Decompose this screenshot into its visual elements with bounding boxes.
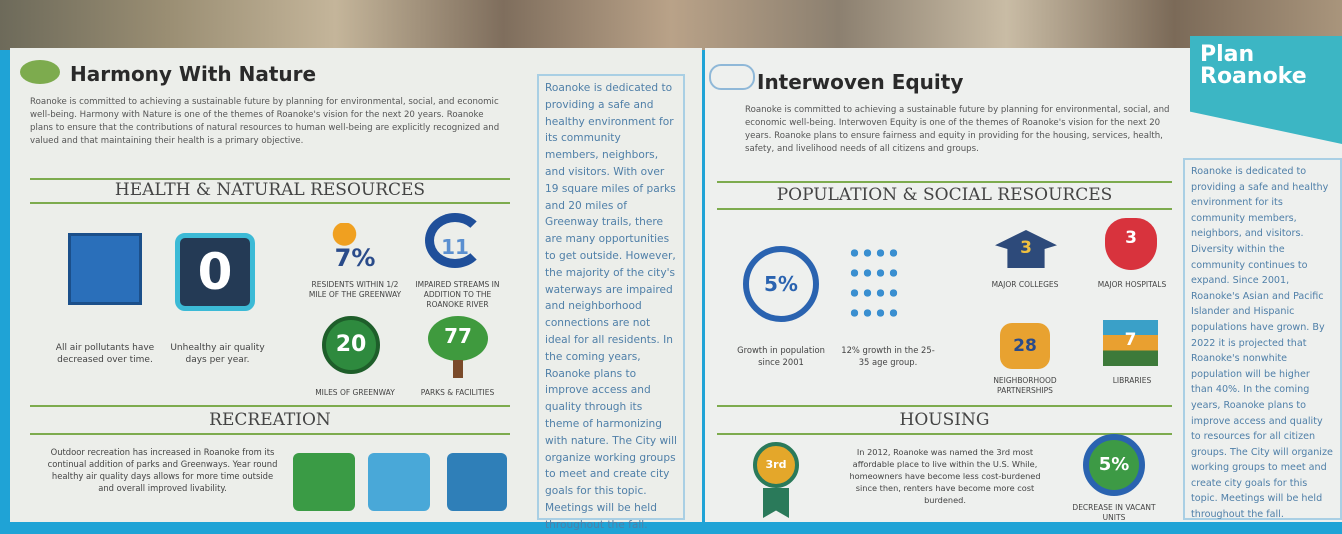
waterfall-icon bbox=[447, 453, 507, 511]
stat-caption: MAJOR COLLEGES bbox=[991, 280, 1059, 289]
stat-value: 5% bbox=[743, 246, 819, 322]
camping-icon bbox=[368, 453, 430, 511]
stat-caption: 12% growth in the 25-35 age group. bbox=[841, 345, 935, 367]
housing-text: In 2012, Roanoke was named the 3rd most … bbox=[849, 447, 1041, 505]
stat-value: 3 bbox=[995, 230, 1057, 268]
stat-value: 77 bbox=[428, 316, 488, 361]
rule bbox=[717, 208, 1172, 210]
sidebar: Roanoke is dedicated to providing a safe… bbox=[1183, 158, 1342, 520]
section-title: RECREATION bbox=[209, 410, 331, 430]
logo-line: Roanoke bbox=[1200, 64, 1307, 89]
right-poster: Interwoven Equity Roanoke is committed t… bbox=[705, 36, 1342, 522]
sidebar: Roanoke is dedicated to providing a safe… bbox=[537, 74, 685, 531]
badge: 3rd bbox=[753, 442, 799, 488]
leaf-icon bbox=[20, 60, 60, 84]
stat-value: 3 bbox=[1105, 218, 1157, 270]
recreation-text: Outdoor recreation has increased in Roan… bbox=[47, 447, 278, 493]
cycling-icon bbox=[293, 453, 355, 511]
stat-value: 7 bbox=[1103, 320, 1158, 366]
logo-line: Plan bbox=[1200, 42, 1255, 67]
stat-caption: Unhealthy air quality days per year. bbox=[170, 343, 265, 365]
photo-strip bbox=[0, 0, 1342, 50]
title: Interwoven Equity bbox=[757, 70, 964, 94]
rule bbox=[717, 181, 1172, 183]
chart-icon bbox=[68, 233, 142, 305]
stat-caption: MAJOR HOSPITALS bbox=[1097, 280, 1167, 289]
section-title: HOUSING bbox=[899, 410, 990, 430]
vacant-value: 5% bbox=[1083, 434, 1145, 496]
title: Harmony With Nature bbox=[70, 62, 317, 86]
vacant-caption: DECREASE IN VACANT UNITS bbox=[1072, 503, 1156, 522]
stat-value: 28 bbox=[1000, 323, 1050, 369]
section-title: HEALTH & NATURAL RESOURCES bbox=[114, 180, 426, 200]
stat-caption: PARKS & FACILITIES bbox=[420, 388, 495, 397]
rule bbox=[30, 433, 510, 435]
rule bbox=[30, 178, 510, 180]
stat-caption: NEIGHBORHOOD PARTNERSHIPS bbox=[993, 376, 1057, 395]
stat-value: 0 bbox=[175, 233, 255, 311]
stat-caption: All air pollutants have decreased over t… bbox=[55, 343, 155, 365]
stat-caption: RESIDENTS WITHIN 1/2 MILE OF THE GREENWA… bbox=[308, 280, 402, 299]
stat-value: 7% bbox=[320, 223, 390, 278]
people-icon bbox=[848, 243, 900, 328]
rule bbox=[30, 202, 510, 204]
stat-value: 20 bbox=[322, 316, 380, 374]
left-poster: Harmony With Nature Roanoke is committed… bbox=[10, 48, 702, 531]
tree-trunk bbox=[453, 360, 463, 378]
people-icon bbox=[709, 64, 755, 90]
rule bbox=[30, 405, 510, 407]
stat-caption: Growth in population since 2001 bbox=[737, 345, 825, 367]
stat-caption: LIBRARIES bbox=[1112, 376, 1152, 385]
intro: Roanoke is committed to achieving a sust… bbox=[745, 105, 1170, 154]
stat-caption: MILES OF GREENWAY bbox=[315, 388, 395, 397]
intro: Roanoke is committed to achieving a sust… bbox=[30, 97, 500, 146]
rule bbox=[717, 433, 1172, 435]
stat-caption: IMPAIRED STREAMS IN ADDITION TO THE ROAN… bbox=[415, 280, 500, 309]
stat-value: 11 bbox=[425, 213, 485, 268]
ribbon bbox=[763, 488, 789, 518]
rule bbox=[717, 405, 1172, 407]
section-title: POPULATION & SOCIAL RESOURCES bbox=[776, 185, 1113, 205]
